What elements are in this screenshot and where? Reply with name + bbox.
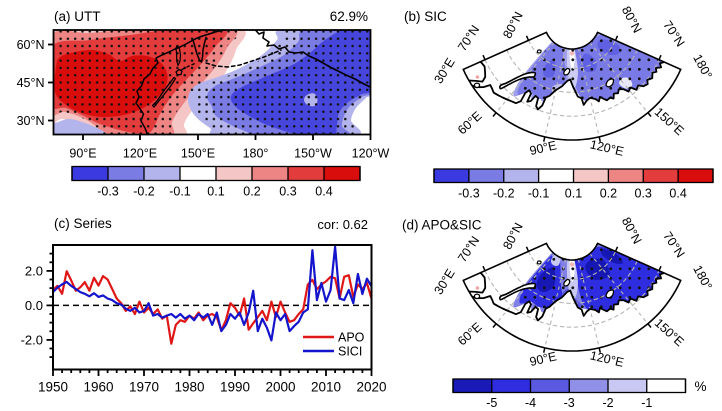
svg-text:(a) UTT: (a) UTT [54,9,101,24]
svg-text:-2: -2 [602,396,613,410]
svg-text:1990: 1990 [220,380,250,395]
svg-text:0.4: 0.4 [315,185,332,199]
svg-text:2000: 2000 [265,380,295,395]
svg-text:SICI: SICI [338,345,362,359]
svg-text:2020: 2020 [356,380,386,395]
svg-text:(d) APO&SIC: (d) APO&SIC [402,218,482,233]
svg-text:0.3: 0.3 [635,187,652,201]
svg-text:60°N: 60°N [17,38,45,52]
svg-text:-0.2: -0.2 [133,185,155,199]
svg-text:-3: -3 [564,396,575,410]
svg-text:0.3: 0.3 [279,185,296,199]
svg-text:62.9%: 62.9% [330,9,368,24]
svg-text:90°E: 90°E [528,138,558,158]
svg-text:1960: 1960 [83,380,113,395]
svg-text:45°N: 45°N [17,76,45,90]
svg-text:-0.3: -0.3 [458,187,480,201]
svg-text:-0.3: -0.3 [97,185,119,199]
svg-text:-1: -1 [641,396,652,410]
svg-text:0.2: 0.2 [600,187,617,201]
svg-text:0.4: 0.4 [669,187,686,201]
svg-text:-5: -5 [486,396,497,410]
svg-text:cor: 0.62: cor: 0.62 [317,217,368,232]
svg-text:150°W: 150°W [294,147,332,161]
svg-text:0.1: 0.1 [207,185,224,199]
svg-text:0.2: 0.2 [243,185,260,199]
svg-text:90°E: 90°E [528,349,558,369]
svg-text:120°E: 120°E [123,147,157,161]
svg-text:-0.1: -0.1 [528,187,550,201]
svg-text:-0.2: -0.2 [493,187,515,201]
svg-text:30°N: 30°N [17,114,45,128]
svg-text:-0.1: -0.1 [169,185,191,199]
svg-text:1950: 1950 [38,380,68,395]
svg-text:-2.0: -2.0 [21,332,43,347]
svg-text:2010: 2010 [311,380,341,395]
svg-text:120°W: 120°W [352,147,390,161]
svg-text:0.1: 0.1 [565,187,582,201]
svg-text:180°: 180° [243,147,269,161]
svg-text:(c) Series: (c) Series [54,216,112,231]
svg-text:(b) SIC: (b) SIC [404,9,447,24]
svg-text:0.0: 0.0 [25,298,43,313]
svg-text:1970: 1970 [129,380,159,395]
svg-text:2.0: 2.0 [25,263,43,278]
svg-text:-4: -4 [525,396,536,410]
svg-text:APO: APO [338,331,365,345]
svg-text:150°E: 150°E [181,147,215,161]
svg-text:%: % [695,379,707,394]
svg-text:1980: 1980 [174,380,204,395]
svg-text:90°E: 90°E [69,147,96,161]
